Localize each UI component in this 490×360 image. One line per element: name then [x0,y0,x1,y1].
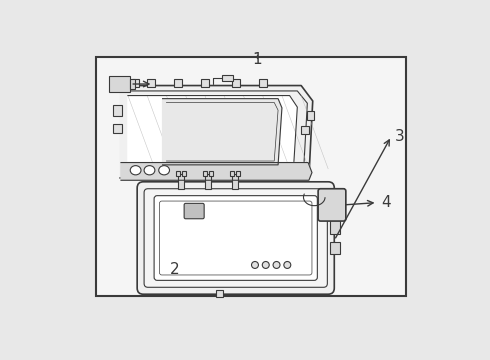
Ellipse shape [262,261,269,269]
Ellipse shape [159,166,170,175]
Bar [330,219,340,234]
Text: 4: 4 [381,195,391,210]
Bar [175,171,180,176]
Ellipse shape [273,261,280,269]
Polygon shape [163,99,282,165]
Bar [209,171,214,176]
Bar [132,80,140,87]
FancyBboxPatch shape [144,189,327,287]
FancyBboxPatch shape [137,182,334,294]
Bar [236,171,240,176]
Bar [205,174,211,189]
Bar [174,80,182,87]
Polygon shape [128,95,297,169]
Ellipse shape [144,166,155,175]
Polygon shape [121,163,312,180]
Bar [307,111,314,120]
Bar [113,105,122,116]
Bar [217,289,222,297]
Bar [232,174,238,189]
Ellipse shape [130,166,141,175]
Bar [113,124,122,133]
FancyBboxPatch shape [184,203,204,219]
Bar [97,57,406,296]
Ellipse shape [284,261,291,269]
FancyBboxPatch shape [154,195,318,280]
FancyBboxPatch shape [318,189,346,221]
Bar [232,80,240,87]
Bar [147,80,155,87]
Text: 1: 1 [252,52,262,67]
Polygon shape [120,86,313,178]
Bar [182,171,187,176]
Bar [259,80,267,87]
Bar [201,80,209,87]
Ellipse shape [251,261,258,269]
Text: 3: 3 [395,129,405,144]
Bar [109,76,130,93]
Bar [203,171,207,176]
Bar [330,242,340,254]
Bar [229,171,234,176]
Bar [178,174,184,189]
Bar [301,126,309,134]
Bar [130,78,135,89]
FancyBboxPatch shape [159,201,312,275]
Text: 2: 2 [170,262,180,276]
Bar [222,75,233,81]
